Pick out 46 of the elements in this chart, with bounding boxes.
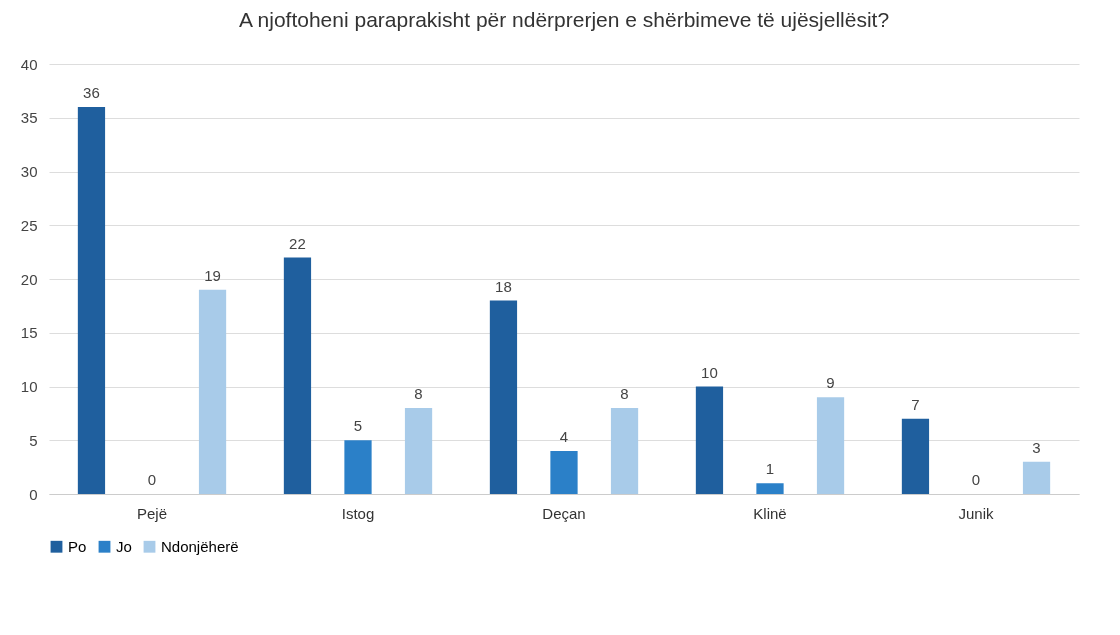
bar	[756, 483, 784, 494]
data-label: 19	[204, 266, 221, 284]
y-tick-label: 5	[29, 431, 38, 449]
y-tick-label: 30	[20, 163, 38, 180]
data-label: 36	[83, 84, 100, 101]
bar	[695, 386, 724, 494]
data-label: 7	[911, 395, 920, 413]
bar	[550, 451, 578, 494]
y-tick-label: 20	[20, 270, 38, 288]
y-tick-label: 15	[20, 324, 38, 342]
bar	[198, 289, 227, 494]
data-label: 8	[414, 385, 423, 402]
chart-title: A njoftoheni paraprakisht për ndërprerjen e shërbimeve të ujësjellësit?	[238, 8, 890, 31]
x-tick-label: Junik	[958, 504, 994, 522]
x-tick-label: Pejë	[136, 504, 168, 522]
data-label: 3	[1032, 438, 1041, 456]
legend-label: Jo	[116, 537, 132, 555]
y-tick-label: 25	[20, 216, 38, 234]
bar	[610, 408, 639, 494]
data-label: 9	[826, 374, 835, 392]
y-tick-label: 0	[29, 485, 38, 503]
x-tick-label: Istog	[341, 504, 375, 522]
data-label: 0	[971, 471, 981, 488]
data-label: 0	[147, 471, 157, 488]
data-label: 4	[559, 428, 569, 445]
y-tick-label: 35	[20, 109, 38, 127]
x-tick-label: Klinë	[753, 504, 787, 522]
legend-label: Po	[68, 537, 87, 555]
bar	[816, 397, 845, 494]
data-label: 10	[701, 363, 718, 381]
data-label: 1	[765, 460, 775, 478]
y-tick-label: 10	[20, 378, 38, 395]
legend-label: Ndonjëherë	[161, 537, 239, 555]
bar	[1022, 461, 1051, 494]
data-label: 5	[353, 417, 363, 435]
data-label: 18	[495, 277, 512, 295]
bar	[283, 257, 312, 494]
bar	[489, 300, 518, 494]
bar	[344, 440, 372, 494]
data-label: 8	[620, 385, 629, 402]
y-tick-label: 40	[20, 55, 38, 73]
bar	[404, 408, 433, 494]
data-label: 22	[289, 234, 306, 252]
bar	[77, 107, 106, 494]
bar	[901, 418, 930, 494]
x-tick-label: Deçan	[542, 504, 586, 522]
